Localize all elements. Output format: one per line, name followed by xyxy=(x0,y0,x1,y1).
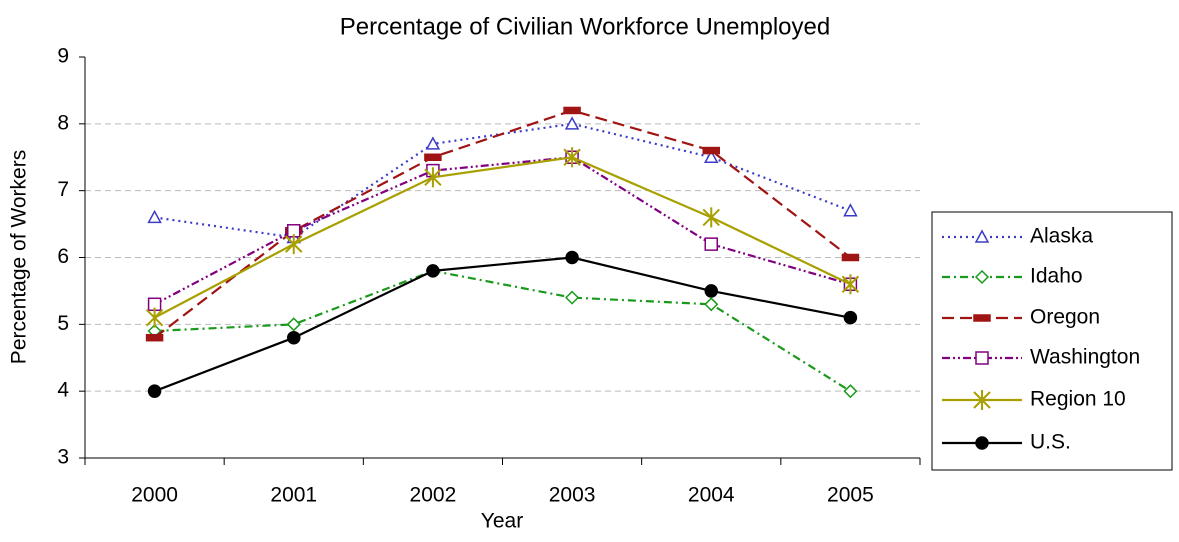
y-tick-label: 3 xyxy=(57,446,69,469)
marker xyxy=(285,234,303,255)
marker xyxy=(564,116,580,130)
marker xyxy=(973,390,991,410)
series-line xyxy=(153,109,852,339)
marker xyxy=(424,167,442,188)
marker xyxy=(147,209,162,224)
legend-label: Region 10 xyxy=(1030,388,1126,411)
marker xyxy=(843,203,858,217)
marker xyxy=(425,136,441,150)
marker xyxy=(841,274,860,295)
marker xyxy=(974,229,990,243)
marker xyxy=(563,106,581,115)
marker xyxy=(974,269,990,285)
marker xyxy=(287,330,301,345)
series-line xyxy=(154,156,851,319)
x-tick-label: 2003 xyxy=(549,484,596,507)
marker xyxy=(975,436,989,450)
legend-label: Oregon xyxy=(1030,306,1100,329)
marker xyxy=(975,351,989,365)
marker xyxy=(286,317,301,332)
marker xyxy=(843,310,858,325)
marker xyxy=(702,146,720,155)
series-line xyxy=(154,269,851,393)
marker xyxy=(843,384,858,399)
marker xyxy=(424,153,442,161)
marker xyxy=(703,149,719,163)
marker xyxy=(973,314,991,322)
marker xyxy=(565,290,580,305)
marker xyxy=(704,284,718,298)
y-tick-label: 7 xyxy=(57,178,69,201)
x-tick-label: 2005 xyxy=(827,484,874,507)
chart-title: Percentage of Civilian Workforce Unemplo… xyxy=(340,13,830,40)
marker xyxy=(145,333,164,342)
legend-label: Washington xyxy=(1030,346,1140,369)
x-tick-label: 2000 xyxy=(131,484,178,507)
series-line xyxy=(154,156,851,306)
legend-label: Alaska xyxy=(1030,225,1093,248)
marker xyxy=(704,297,719,312)
marker xyxy=(147,384,162,398)
y-tick-label: 8 xyxy=(57,111,69,134)
marker xyxy=(841,253,860,262)
marker xyxy=(563,147,581,168)
legend-label: Idaho xyxy=(1030,265,1083,288)
legend-box xyxy=(931,211,1173,471)
marker xyxy=(702,207,720,228)
y-tick-label: 5 xyxy=(57,312,69,335)
marker xyxy=(426,264,440,278)
marker xyxy=(145,307,164,328)
y-axis-label: Percentage of Workers xyxy=(8,150,31,364)
y-tick-label: 9 xyxy=(57,45,69,68)
x-axis-label: Year xyxy=(481,510,523,533)
y-tick-label: 6 xyxy=(57,245,69,268)
series-line xyxy=(154,122,851,239)
marker xyxy=(565,250,579,265)
y-tick-label: 4 xyxy=(57,379,69,402)
x-tick-label: 2002 xyxy=(410,484,457,507)
marker xyxy=(704,237,718,251)
legend-label: U.S. xyxy=(1030,431,1071,454)
x-tick-label: 2004 xyxy=(688,484,735,507)
series-line xyxy=(154,256,851,393)
x-tick-label: 2001 xyxy=(270,484,317,507)
